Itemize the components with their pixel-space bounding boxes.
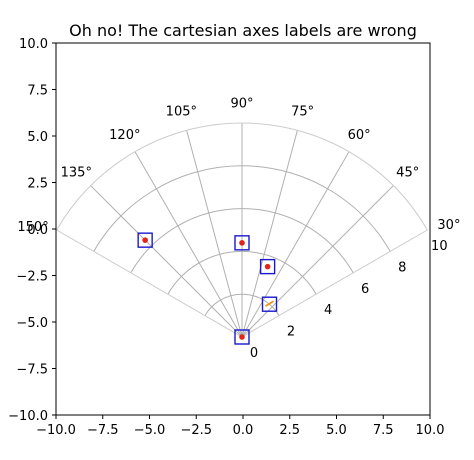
theta-tick-label: 105°: [166, 105, 197, 120]
polar-outline: [55, 122, 429, 338]
point-box: [137, 232, 153, 248]
y-tick-label: −5.0: [16, 316, 48, 331]
radial-tick-label: 6: [361, 282, 369, 297]
y-tick-label: −10.0: [8, 409, 48, 424]
point-box: [259, 258, 276, 275]
theta-tick-label: 135°: [61, 165, 92, 180]
y-tick-label: 10.0: [19, 37, 48, 52]
point-box: [234, 329, 250, 345]
theta-tick-label: 90°: [230, 97, 253, 112]
y-tick-label: 7.5: [27, 84, 48, 99]
point-box: [234, 235, 250, 251]
x-tick-label: 0.0: [233, 423, 254, 438]
angular-grid-line: [186, 130, 243, 338]
x-tick-label: −2.5: [180, 423, 212, 438]
radial-tick-label: 2: [287, 325, 295, 340]
y-tick-label: −7.5: [16, 363, 48, 378]
radial-tick-label: 4: [324, 303, 332, 318]
point-marker: [142, 237, 148, 243]
point-arrow: [265, 300, 274, 307]
point-marker: [239, 334, 245, 340]
x-tick-label: 10.0: [416, 423, 445, 438]
theta-tick-label: 45°: [396, 165, 419, 180]
chart-title: Oh no! The cartesian axes labels are wro…: [69, 21, 417, 40]
angular-grid-line: [241, 130, 298, 338]
y-tick-label: 0.0: [27, 223, 48, 238]
x-tick-label: 7.5: [373, 423, 394, 438]
x-tick-label: −7.5: [87, 423, 119, 438]
theta-tick-label: 60°: [348, 128, 371, 143]
x-tick-label: −5.0: [134, 423, 166, 438]
x-tick-label: 5.0: [326, 423, 347, 438]
angular-grid-line: [134, 151, 243, 338]
point-marker: [239, 240, 245, 246]
theta-tick-label: 150°: [17, 220, 48, 235]
angular-grid-line: [241, 185, 394, 338]
radial-tick-label: 8: [398, 260, 406, 275]
theta-tick-label: 75°: [291, 105, 314, 120]
radial-tick-label: 10: [431, 239, 448, 254]
y-tick-label: 2.5: [27, 177, 48, 192]
x-tick-label: −10.0: [36, 423, 76, 438]
theta-tick-label: 120°: [109, 128, 140, 143]
data-marks: [137, 232, 278, 345]
x-tick-label: 2.5: [279, 423, 300, 438]
point-box: [261, 296, 278, 312]
point-marker: [264, 263, 271, 270]
angular-grid-line: [90, 185, 243, 338]
y-tick-label: −2.5: [16, 270, 48, 285]
y-tick-label: 5.0: [27, 130, 48, 145]
theta-tick-label: 30°: [437, 218, 460, 233]
angular-grid-line: [241, 151, 350, 338]
radial-tick-label: 0: [250, 346, 258, 361]
polar-inset: 30° 45° 60° 75° 90° 105° 120° 135° 150° 0 2 4 6 8 10: [17, 97, 460, 361]
cartesian-axes: −10.0 −7.5 −5.0 −2.5 0.0 2.5 5.0 7.5 10.0 10.0 7.5…: [8, 37, 444, 438]
